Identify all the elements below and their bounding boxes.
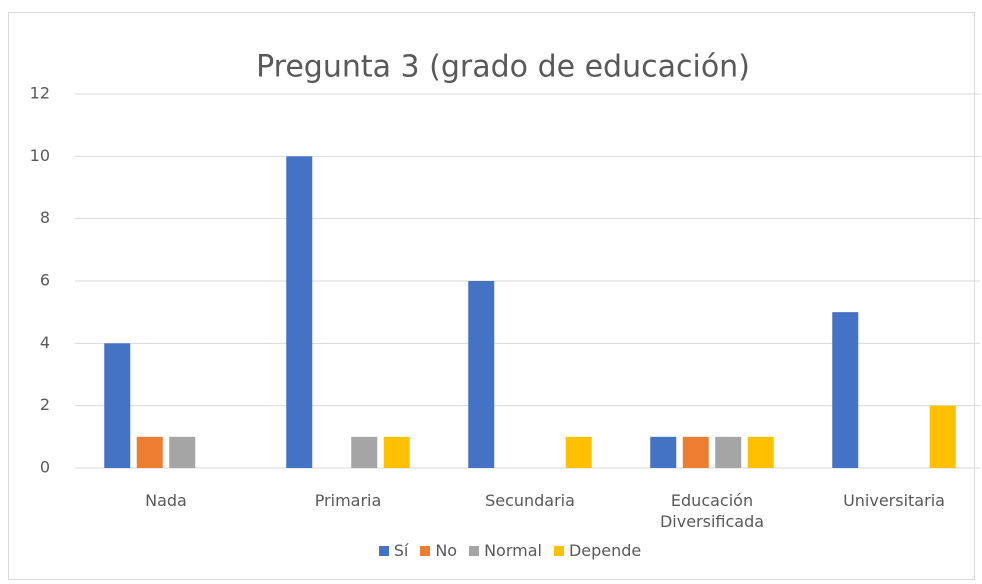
bar	[104, 343, 131, 468]
legend-item: Sí	[378, 541, 409, 560]
legend-swatch	[420, 545, 431, 556]
bar	[286, 156, 313, 469]
y-tick-label: 10	[30, 146, 50, 165]
chart-title: Pregunta 3 (grado de educación)	[256, 50, 750, 85]
legend: Sí No Normal Depende	[0, 541, 982, 560]
y-tick-label: 12	[30, 84, 50, 103]
x-tick-label: Nada	[145, 491, 187, 510]
y-tick-label: 4	[40, 333, 50, 352]
bar	[715, 436, 742, 468]
bar	[136, 436, 163, 468]
legend-item: Depende	[553, 541, 642, 560]
legend-label: Normal	[484, 541, 542, 560]
legend-label: Depende	[568, 541, 642, 560]
y-tick-label: 6	[40, 271, 50, 290]
y-tick-label: 8	[40, 208, 50, 227]
bar	[468, 281, 495, 468]
bar	[565, 436, 592, 468]
x-tick-label: Secundaria	[485, 491, 575, 510]
bar	[383, 436, 410, 468]
legend-swatch	[553, 545, 564, 556]
bar	[929, 405, 956, 468]
bar	[650, 436, 677, 468]
bar	[832, 312, 859, 468]
bar	[351, 436, 378, 468]
y-tick-label: 0	[40, 458, 50, 477]
legend-label: No	[435, 541, 458, 560]
bar	[169, 436, 196, 468]
legend-item: Normal	[469, 541, 542, 560]
legend-item: No	[420, 541, 457, 560]
legend-swatch	[469, 545, 480, 556]
bar	[682, 436, 709, 468]
x-tick-label: Universitaria	[843, 491, 945, 510]
x-tick-label: Primaria	[314, 491, 382, 510]
bar	[747, 436, 774, 468]
x-tick-label: Educación Diversificada	[659, 491, 765, 531]
legend-swatch	[378, 545, 389, 556]
legend-label: Sí	[393, 541, 409, 560]
y-tick-label: 2	[40, 395, 50, 414]
